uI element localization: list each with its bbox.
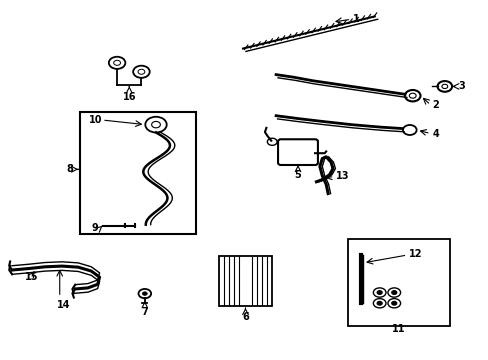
Text: 7: 7 — [141, 307, 148, 317]
Text: 6: 6 — [242, 312, 248, 322]
Text: 5: 5 — [294, 170, 301, 180]
Text: 11: 11 — [391, 324, 405, 334]
Text: 2: 2 — [431, 100, 438, 110]
Bar — [347, 239, 449, 326]
Circle shape — [142, 292, 147, 296]
Circle shape — [391, 301, 396, 305]
FancyBboxPatch shape — [278, 139, 317, 165]
Circle shape — [391, 291, 396, 294]
Text: 13: 13 — [335, 171, 349, 181]
Bar — [219, 256, 271, 306]
Text: 1: 1 — [352, 14, 359, 23]
Text: 16: 16 — [122, 93, 136, 103]
Text: 12: 12 — [408, 249, 422, 259]
Circle shape — [376, 291, 381, 294]
Text: 3: 3 — [458, 81, 464, 91]
Text: 15: 15 — [25, 272, 38, 282]
Text: 8: 8 — [66, 164, 73, 174]
Text: 9: 9 — [92, 223, 99, 233]
Bar — [80, 112, 196, 234]
Text: 10: 10 — [89, 115, 102, 125]
Text: 14: 14 — [57, 300, 70, 310]
Text: 4: 4 — [431, 129, 438, 139]
Circle shape — [376, 301, 381, 305]
